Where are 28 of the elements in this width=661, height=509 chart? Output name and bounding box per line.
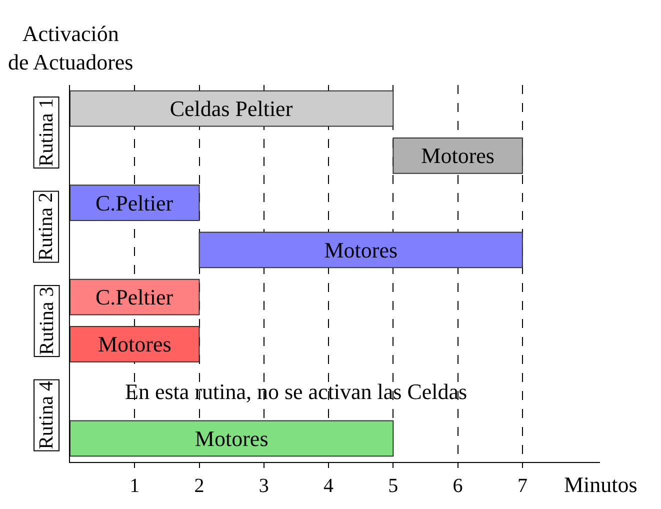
data-label: C.Peltier (95, 284, 174, 310)
data-label: Motores (324, 237, 398, 262)
bar (392, 138, 523, 174)
bar (70, 326, 200, 362)
data-label: C.Peltier (95, 190, 174, 216)
x-tick-label: 1 (130, 475, 140, 497)
data-label: Motores (194, 426, 268, 451)
y-axis-title: Activación de Actuadores (8, 21, 134, 75)
bar (70, 184, 200, 221)
data-label: Motores (421, 143, 494, 168)
x-tick-label: 6 (452, 475, 463, 497)
data-label: Motores (98, 332, 172, 357)
x-axis-title: Minutos (564, 472, 638, 497)
bar (70, 90, 394, 127)
x-tick-label: 2 (194, 475, 204, 497)
data-label: Celdas Peltier (170, 96, 294, 122)
x-tick-label: 5 (388, 475, 398, 497)
text: Rutina 1 (35, 98, 58, 167)
text: Rutina 3 (36, 286, 58, 356)
bar (70, 278, 200, 316)
x-tick-label: 3 (258, 475, 269, 497)
x-tick-label: 4 (324, 475, 334, 497)
bar (70, 420, 394, 457)
text: Rutina 2 (35, 192, 58, 261)
x-tick-label: 7 (517, 475, 528, 497)
annotation: En esta rutina, no se activan las Celdas (125, 379, 468, 404)
text: Rutina 4 (36, 380, 58, 450)
bar (198, 232, 523, 268)
